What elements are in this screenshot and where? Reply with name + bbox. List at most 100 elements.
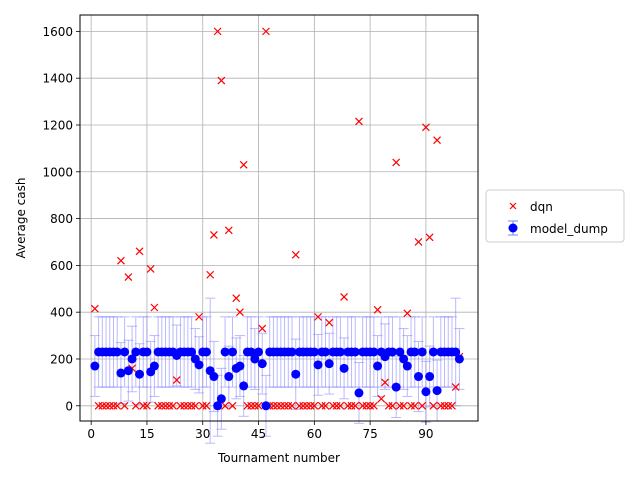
dqn-point <box>343 401 352 410</box>
model-dump-point <box>261 401 271 411</box>
model-dump-point <box>149 361 159 371</box>
model-dump-point <box>257 359 267 369</box>
model-dump-point <box>131 347 141 357</box>
model-dump-point <box>432 386 442 396</box>
dqn-point <box>355 117 363 126</box>
dqn-point <box>381 378 389 387</box>
dqn-point <box>217 76 226 85</box>
dqn-point <box>232 294 241 303</box>
dqn-point <box>262 27 270 36</box>
y-axis-ticks: 0 200 400 600 800 1000 1200 1400 1600 <box>42 25 80 413</box>
model-dump-point <box>123 366 133 376</box>
dqn-point <box>392 158 401 167</box>
model-dump-point <box>209 372 219 382</box>
dqn-point <box>247 401 256 410</box>
dqn-point <box>440 401 449 410</box>
model-dump-point <box>324 359 334 369</box>
x-tick-label: 45 <box>251 427 266 441</box>
y-tick-label: 200 <box>50 352 73 366</box>
dqn-point <box>191 401 200 410</box>
model-dump-point <box>428 347 438 357</box>
legend-model-dump-label: model_dump <box>530 222 608 236</box>
dqn-point <box>340 293 349 301</box>
model-dump-point <box>413 372 423 382</box>
dqn-point <box>209 231 218 239</box>
dqn-point <box>180 401 189 410</box>
dqn-point <box>444 401 453 410</box>
dqn-point <box>143 401 151 410</box>
dqn-point <box>407 401 415 410</box>
model-dump-point <box>127 354 137 364</box>
dqn-point <box>213 27 222 36</box>
dqn-point <box>236 308 244 317</box>
y-axis-label: Average cash <box>14 178 28 259</box>
y-tick-label: 400 <box>50 306 73 320</box>
y-tick-label: 1600 <box>42 25 73 39</box>
model-dump-point <box>216 394 226 404</box>
model-dump-point <box>425 372 435 382</box>
model-dump-point <box>454 354 464 364</box>
y-tick-label: 1400 <box>42 72 73 86</box>
model-dump-point <box>395 347 405 357</box>
y-tick-label: 1200 <box>42 118 73 132</box>
dqn-point <box>176 401 185 410</box>
dqn-point <box>139 401 148 410</box>
dqn-point <box>109 401 118 410</box>
plot-frame <box>79 14 479 422</box>
dqn-point <box>202 401 211 410</box>
dqn-point <box>239 160 248 169</box>
model-dump-point <box>373 361 383 371</box>
legend-dqn-label: dqn <box>530 200 553 214</box>
dqn-point <box>351 401 360 410</box>
dqn-point <box>310 401 319 410</box>
x-tick-label: 90 <box>418 427 433 441</box>
model-dump-point <box>354 388 364 398</box>
model-dump-point <box>399 354 409 364</box>
model-dump-point <box>254 347 264 357</box>
model-dump-point <box>313 360 323 370</box>
dqn-point <box>250 401 259 410</box>
dqn-point <box>422 123 430 132</box>
dqn-point <box>195 312 203 321</box>
model-dump-point <box>387 347 397 357</box>
dqn-point <box>116 256 125 265</box>
dqn-series <box>90 27 464 410</box>
legend: dqn model_dump <box>485 189 625 243</box>
dqn-point <box>150 303 159 312</box>
model-dump-point <box>116 368 126 378</box>
model-dump-point <box>339 363 349 373</box>
dqn-point <box>366 401 375 410</box>
dqn-point <box>157 401 166 410</box>
dqn-point <box>169 401 177 410</box>
model-dump-point <box>402 361 412 371</box>
dqn-point <box>165 401 174 410</box>
x-axis-label: Tournament number <box>217 451 340 465</box>
model-dump-point <box>224 372 234 382</box>
dqn-point <box>314 312 322 321</box>
model-dump-point <box>250 354 260 364</box>
x-tick-label: 0 <box>87 427 95 441</box>
model-dump-point <box>246 347 256 357</box>
dqn-point <box>362 401 371 410</box>
model-dump-point <box>369 347 379 357</box>
dqn-point <box>399 401 408 410</box>
dqn-point <box>414 238 423 246</box>
legend-dqn-marker <box>509 202 517 210</box>
model-dump-point <box>120 347 130 357</box>
dqn-point <box>120 401 129 410</box>
dqn-point <box>418 401 427 410</box>
dqn-point <box>306 401 315 410</box>
y-tick-label: 0 <box>65 399 73 413</box>
x-tick-label: 15 <box>139 427 154 441</box>
y-tick-label: 800 <box>50 212 73 226</box>
dqn-point <box>221 401 229 410</box>
model-dump-point <box>421 387 431 397</box>
model-dump-point <box>187 347 197 357</box>
dqn-point <box>276 401 285 410</box>
legend-box <box>485 189 625 243</box>
dqn-point <box>299 401 308 410</box>
model-dump-point <box>228 347 238 357</box>
dqn-point <box>146 264 155 273</box>
dqn-point <box>384 401 393 410</box>
dqn-point <box>288 401 296 410</box>
